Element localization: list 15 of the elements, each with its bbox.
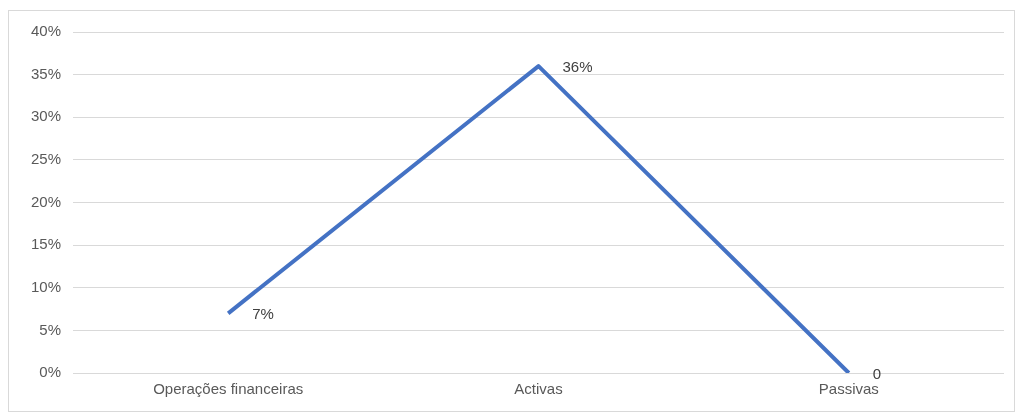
y-tick-label: 5%	[39, 320, 62, 338]
y-tick-label: 30%	[30, 107, 62, 125]
data-label: 0	[872, 365, 882, 383]
x-tick-label: Activas	[514, 380, 563, 398]
y-tick-label: 0%	[39, 363, 62, 381]
y-tick-label: 15%	[30, 235, 62, 253]
y-tick-label: 35%	[30, 64, 62, 82]
y-tick-label: 25%	[30, 150, 62, 168]
data-label: 36%	[562, 58, 593, 76]
x-tick-label: Passivas	[818, 380, 879, 398]
x-tick-label: Operações financeiras	[153, 380, 304, 398]
y-tick-label: 40%	[30, 22, 62, 40]
y-tick-label: 20%	[30, 192, 62, 210]
data-label: 7%	[252, 305, 274, 323]
y-tick-label: 10%	[30, 277, 62, 295]
